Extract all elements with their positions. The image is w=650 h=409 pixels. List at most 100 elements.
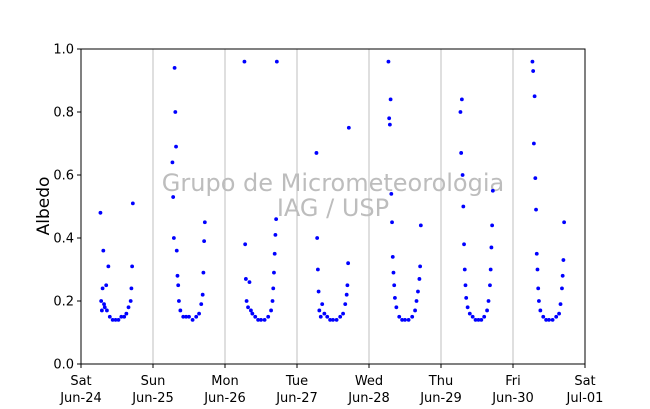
data-point-day6-8 bbox=[536, 286, 541, 291]
data-point-day1-4 bbox=[173, 110, 178, 114]
data-point-day3-3 bbox=[316, 289, 321, 294]
data-point-day3-7 bbox=[322, 311, 327, 316]
data-point-day3-8 bbox=[325, 314, 330, 319]
data-point-day2-4 bbox=[246, 305, 250, 310]
data-point-day6-11 bbox=[541, 314, 546, 319]
data-point-day2-0 bbox=[242, 59, 247, 64]
data-point-day6-9 bbox=[537, 299, 541, 303]
data-point-day5-6 bbox=[462, 267, 467, 272]
x-tick-label-date-0: Jun-24 bbox=[59, 391, 102, 406]
data-point-day6-7 bbox=[535, 267, 540, 272]
data-point-day4-5 bbox=[390, 220, 394, 225]
data-point-day6-3 bbox=[532, 94, 537, 99]
data-point-day2-13 bbox=[269, 308, 273, 313]
x-tick-label-date-5: Jun-29 bbox=[419, 391, 462, 406]
data-point-day2-17 bbox=[272, 251, 277, 256]
data-point-day6-15 bbox=[554, 314, 559, 319]
data-point-day0-19 bbox=[129, 286, 134, 291]
data-point-day2-20 bbox=[274, 59, 279, 64]
data-point-day4-7 bbox=[391, 270, 396, 275]
data-point-day5-15 bbox=[482, 314, 487, 319]
data-point-day6-18 bbox=[560, 286, 564, 291]
data-point-day3-4 bbox=[317, 308, 322, 313]
data-point-day5-19 bbox=[488, 267, 493, 272]
data-point-day5-14 bbox=[479, 318, 484, 322]
watermark-line-1: Grupo de Micrometeorologia bbox=[162, 169, 504, 197]
data-point-day5-5 bbox=[462, 242, 466, 247]
data-point-day1-11 bbox=[181, 314, 186, 319]
data-point-day1-2 bbox=[171, 236, 176, 240]
data-point-day0-14 bbox=[119, 314, 124, 319]
x-tick-label-day-2: Mon bbox=[211, 374, 238, 389]
data-point-day0-10 bbox=[107, 314, 112, 319]
x-tick-label-date-3: Jun-27 bbox=[275, 391, 318, 406]
data-point-day4-16 bbox=[413, 308, 417, 313]
y-axis: 0.0 0.2 0.4 0.6 0.8 1.0 bbox=[53, 43, 81, 373]
data-point-day1-14 bbox=[190, 318, 195, 322]
data-point-day1-20 bbox=[202, 239, 207, 244]
data-point-day5-1 bbox=[459, 151, 464, 155]
data-point-day3-12 bbox=[338, 314, 343, 319]
y-tick-label-1: 0.2 bbox=[53, 295, 74, 310]
data-point-day2-16 bbox=[272, 270, 276, 275]
data-point-day0-18 bbox=[128, 299, 133, 303]
data-point-day5-21 bbox=[490, 223, 495, 228]
data-point-day0-20 bbox=[130, 264, 135, 269]
data-point-day1-12 bbox=[184, 314, 189, 319]
x-tick-label-date-2: Jun-26 bbox=[203, 391, 246, 406]
data-point-day6-1 bbox=[531, 69, 536, 73]
data-point-day0-13 bbox=[116, 318, 121, 322]
data-point-day2-1 bbox=[243, 242, 248, 247]
data-point-day6-16 bbox=[557, 311, 561, 316]
data-point-day3-14 bbox=[343, 302, 348, 307]
data-point-day5-11 bbox=[470, 314, 475, 319]
data-point-day2-5 bbox=[247, 280, 252, 284]
data-point-day0-4 bbox=[101, 248, 106, 253]
data-point-day6-17 bbox=[558, 302, 563, 307]
data-point-day5-16 bbox=[485, 308, 489, 313]
data-point-day0-17 bbox=[126, 305, 131, 310]
data-point-day2-2 bbox=[243, 277, 248, 281]
data-point-day0-2 bbox=[99, 308, 104, 313]
data-point-day5-20 bbox=[489, 245, 494, 250]
data-point-day2-12 bbox=[266, 314, 271, 319]
data-points bbox=[98, 59, 567, 322]
data-point-day4-13 bbox=[403, 318, 407, 322]
data-point-day0-15 bbox=[122, 314, 127, 319]
plot-frame bbox=[80, 48, 586, 365]
x-tick-label-day-4: Wed bbox=[355, 374, 383, 389]
data-point-day4-19 bbox=[417, 277, 422, 281]
data-point-day6-2 bbox=[531, 141, 536, 146]
data-point-day5-0 bbox=[458, 110, 463, 114]
data-point-day2-10 bbox=[259, 318, 263, 322]
data-point-day4-20 bbox=[418, 264, 423, 269]
data-point-day5-17 bbox=[486, 299, 491, 303]
vertical-gridlines bbox=[152, 49, 514, 364]
data-point-day6-20 bbox=[561, 258, 566, 262]
data-point-day3-13 bbox=[341, 311, 345, 316]
data-point-day2-11 bbox=[262, 318, 267, 322]
y-tick-label-3: 0.6 bbox=[53, 169, 74, 184]
data-point-day4-4 bbox=[389, 192, 394, 196]
data-point-day4-9 bbox=[393, 295, 397, 300]
data-point-day1-16 bbox=[197, 311, 201, 316]
data-point-day6-14 bbox=[550, 318, 555, 322]
data-point-day3-0 bbox=[314, 151, 319, 155]
data-point-day6-19 bbox=[560, 273, 565, 278]
data-point-day1-8 bbox=[176, 283, 181, 288]
data-point-day4-18 bbox=[416, 289, 420, 294]
data-point-day5-18 bbox=[488, 283, 492, 288]
data-point-day2-18 bbox=[273, 232, 278, 237]
x-tick-label-day-0: Sat bbox=[70, 374, 91, 389]
data-point-day1-18 bbox=[200, 292, 205, 297]
data-point-day6-5 bbox=[534, 207, 538, 212]
data-point-day1-9 bbox=[177, 299, 181, 303]
y-tick-label-2: 0.4 bbox=[53, 232, 74, 247]
data-point-day4-8 bbox=[392, 283, 397, 288]
y-tick-label-4: 0.8 bbox=[53, 106, 74, 121]
data-point-day0-11 bbox=[110, 318, 115, 322]
data-point-day0-16 bbox=[124, 311, 129, 316]
data-point-day2-8 bbox=[253, 314, 258, 319]
data-point-day6-4 bbox=[533, 176, 538, 181]
